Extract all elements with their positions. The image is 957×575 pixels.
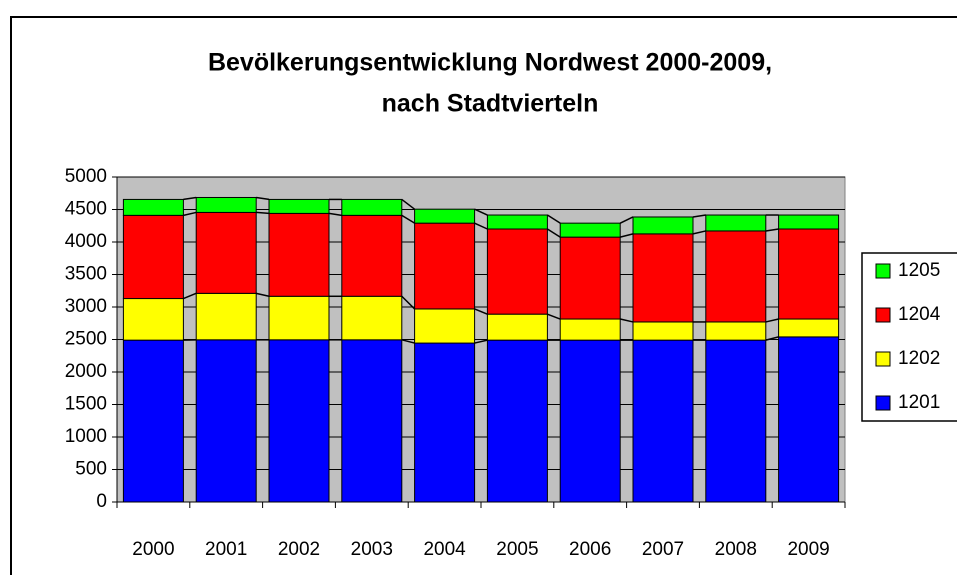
series-line [692, 214, 706, 218]
legend-swatch [875, 307, 891, 323]
bar-segment [486, 339, 548, 503]
series-line [620, 318, 634, 323]
bar-segment [341, 339, 403, 503]
x-tick-label: 2005 [496, 539, 538, 560]
y-tick-label: 5000 [65, 166, 107, 187]
bar-segment [414, 222, 476, 310]
y-tick-label: 2000 [65, 361, 107, 382]
bar-segment [559, 236, 621, 320]
y-tick-label: 1500 [65, 394, 107, 415]
bar-segment [341, 198, 403, 216]
bar-segment [341, 295, 403, 341]
bar-segment [632, 321, 694, 341]
bar-segment [778, 214, 840, 230]
x-tick-label: 2008 [715, 539, 757, 560]
series-line [183, 292, 197, 300]
bar-segment [705, 214, 767, 232]
bar-segment [195, 196, 257, 213]
series-line [183, 196, 197, 201]
series-line [474, 222, 488, 230]
bar-segment [195, 339, 257, 503]
bar-segment [705, 321, 767, 341]
legend-label: 1204 [898, 304, 941, 325]
x-tick-label: 2000 [132, 539, 174, 560]
bar-segment [632, 233, 694, 323]
x-tick-label: 2002 [278, 539, 320, 560]
series-line [474, 339, 488, 344]
series-line [547, 313, 561, 320]
bar-segment [778, 336, 840, 503]
series-line [765, 336, 779, 341]
y-tick-label: 500 [75, 459, 107, 480]
legend-swatch [875, 395, 891, 411]
legend-swatch [875, 351, 891, 367]
x-tick-label: 2009 [787, 539, 829, 560]
series-line [256, 211, 270, 215]
series-line [401, 339, 415, 344]
bar-segment [486, 214, 548, 230]
series-line [765, 318, 779, 323]
series-line [546, 214, 561, 224]
legend [861, 252, 957, 422]
legend-label: 1201 [898, 392, 940, 413]
series-line [765, 228, 779, 232]
bar-segment [122, 339, 184, 503]
x-tick-label: 2004 [423, 539, 466, 560]
series-line [401, 198, 416, 210]
series-line [183, 211, 197, 217]
series-line [256, 292, 270, 298]
bar-segment [414, 208, 476, 224]
series-line [692, 230, 706, 235]
bar-segment [486, 313, 548, 341]
bar-segment [414, 342, 476, 503]
bar-segment [778, 318, 840, 338]
chart-title: nach Stadtvierteln [382, 90, 599, 118]
series-line [546, 228, 561, 238]
bar-segment [195, 211, 257, 294]
series-line [619, 216, 634, 224]
bar-segment [122, 214, 184, 300]
legend-swatch [875, 263, 891, 279]
bar-segment [632, 339, 694, 503]
bar-segment [705, 230, 767, 323]
series-line [620, 233, 634, 238]
series-line [474, 308, 488, 315]
x-tick-label: 2001 [205, 539, 247, 560]
chart-title: Bevölkerungsentwicklung Nordwest 2000-20… [208, 49, 772, 77]
x-tick-label: 2003 [351, 539, 393, 560]
bar-segment [195, 292, 257, 341]
bar-segment [122, 198, 184, 216]
y-tick-label: 1000 [65, 426, 107, 447]
bar-segment [559, 222, 621, 238]
x-tick-label: 2006 [569, 539, 611, 560]
y-tick-label: 3000 [65, 296, 107, 317]
series-line [328, 212, 342, 217]
bar-segment [414, 308, 476, 344]
legend-label: 1205 [898, 260, 940, 281]
bar-segment [559, 339, 621, 503]
bar-segment [486, 228, 548, 315]
bar-segment [705, 339, 767, 503]
bar-segment [778, 228, 840, 320]
series-line [474, 208, 488, 216]
series-line [256, 196, 270, 201]
series-line [401, 214, 415, 224]
bar-segment [268, 339, 330, 503]
y-tick-label: 4000 [65, 231, 107, 252]
y-tick-label: 4500 [65, 199, 107, 220]
y-tick-label: 3500 [65, 264, 107, 285]
bar-segment [559, 318, 621, 341]
bar-segment [268, 198, 330, 214]
bar-segment [341, 214, 403, 297]
bar-segment [268, 212, 330, 297]
bar-segment [632, 216, 694, 235]
bar-segment [268, 295, 330, 341]
bar-segment [122, 298, 184, 341]
x-tick-label: 2007 [642, 539, 684, 560]
series-line [401, 295, 416, 310]
y-tick-label: 0 [96, 491, 107, 512]
legend-label: 1202 [898, 348, 940, 369]
y-tick-label: 2500 [65, 329, 107, 350]
